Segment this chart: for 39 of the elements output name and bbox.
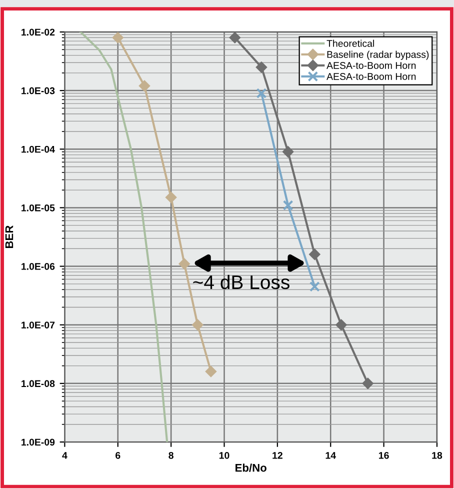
legend-label: Baseline (radar bypass) [327, 50, 429, 60]
y-tick-label: 1.0E-05 [22, 204, 55, 212]
x-tick-label: 16 [379, 452, 389, 459]
legend-label: AESA-to-Boom Horn [326, 62, 416, 69]
x-tick-label: 8 [168, 452, 174, 459]
annotation: ~4 dB Loss [193, 274, 290, 290]
x-tick-label: 14 [326, 452, 336, 459]
x-axis-title: Eb/No [236, 464, 266, 472]
x-tick-label: 10 [219, 452, 230, 459]
y-tick-label: 1.0E-03 [22, 87, 55, 94]
point [282, 146, 294, 158]
x-tick-label: 6 [116, 452, 120, 459]
y-tick-label: 1.0E-06 [22, 263, 55, 270]
point [336, 319, 347, 330]
point [165, 192, 177, 203]
point [112, 32, 124, 44]
y-tick-label: 1.0E-02 [22, 28, 55, 36]
point [309, 281, 320, 292]
point [256, 88, 267, 98]
point [178, 258, 190, 270]
legend-label: Theoretical [326, 40, 374, 47]
point [309, 248, 320, 260]
point [282, 200, 294, 210]
point [229, 32, 240, 44]
line-series [80, 32, 168, 442]
point [138, 80, 150, 92]
y-tick-label: 1.0E-07 [22, 322, 55, 328]
y-tick-label: 1.0E-08 [22, 380, 55, 388]
x-tick-label: 12 [272, 452, 282, 459]
y-tick-label: 1.0E-04 [22, 146, 55, 153]
x-tick-label: 4 [62, 452, 68, 459]
point [362, 378, 374, 390]
x-tick-label: 18 [432, 452, 442, 459]
point [192, 319, 204, 330]
legend-label: AESA-to-Boom Horn [326, 73, 416, 80]
point [256, 62, 268, 73]
point [205, 366, 217, 378]
y-tick-label: 1.0E-09 [22, 438, 55, 446]
y-axis-title: BER [5, 225, 14, 248]
